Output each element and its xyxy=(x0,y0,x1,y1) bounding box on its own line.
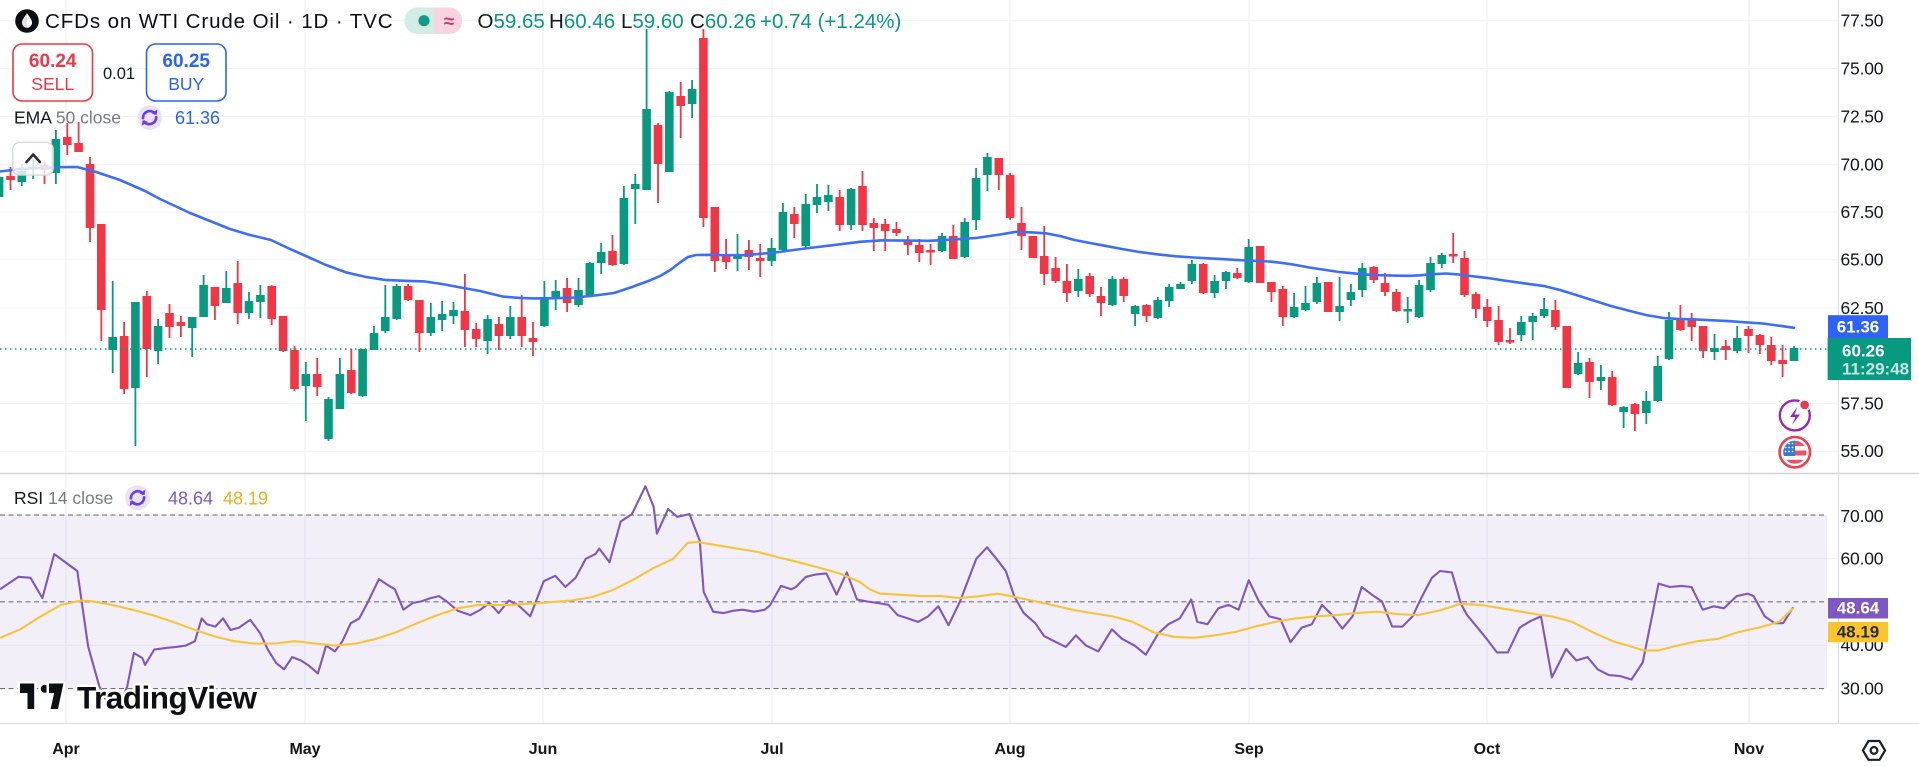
svg-text:48.19: 48.19 xyxy=(223,489,268,509)
svg-text:60.00: 60.00 xyxy=(1841,549,1884,569)
svg-text:77.50: 77.50 xyxy=(1841,11,1884,31)
svg-text:Jun: Jun xyxy=(529,741,557,758)
svg-text:Sep: Sep xyxy=(1234,741,1264,758)
svg-text:0.01: 0.01 xyxy=(103,65,135,83)
svg-text:SELL: SELL xyxy=(31,74,74,94)
svg-text:57.50: 57.50 xyxy=(1841,394,1884,414)
svg-text:C60.26: C60.26 xyxy=(690,10,756,33)
svg-text:62.50: 62.50 xyxy=(1841,298,1884,318)
svg-text:RSI 14 close: RSI 14 close xyxy=(14,488,113,508)
svg-text:55.00: 55.00 xyxy=(1841,441,1884,461)
svg-text:60.25: 60.25 xyxy=(162,51,210,72)
svg-text:70.00: 70.00 xyxy=(1841,506,1884,526)
svg-text:11:29:48: 11:29:48 xyxy=(1842,360,1909,379)
svg-text:TradingView: TradingView xyxy=(77,680,257,716)
svg-text:May: May xyxy=(289,741,320,758)
svg-text:EMA 50 close: EMA 50 close xyxy=(14,108,121,128)
svg-text:75.00: 75.00 xyxy=(1841,59,1884,79)
svg-text:Oct: Oct xyxy=(1474,741,1501,758)
svg-text:30.00: 30.00 xyxy=(1841,679,1884,699)
svg-text:65.00: 65.00 xyxy=(1841,250,1884,270)
svg-text:+0.74 (+1.24%): +0.74 (+1.24%) xyxy=(760,10,901,33)
svg-text:O59.65: O59.65 xyxy=(478,10,545,33)
svg-text:72.50: 72.50 xyxy=(1841,106,1884,126)
svg-text:CFDs on WTI Crude Oil · 1D · T: CFDs on WTI Crude Oil · 1D · TVC xyxy=(45,10,394,33)
svg-text:60.26: 60.26 xyxy=(1842,342,1885,361)
svg-text:48.64: 48.64 xyxy=(1837,599,1880,618)
svg-text:BUY: BUY xyxy=(168,74,204,94)
svg-text:61.36: 61.36 xyxy=(175,108,220,128)
svg-text:61.36: 61.36 xyxy=(1837,318,1880,337)
svg-text:Nov: Nov xyxy=(1734,741,1764,758)
svg-text:60.24: 60.24 xyxy=(29,51,77,72)
svg-text:Apr: Apr xyxy=(52,741,80,758)
svg-text:L59.60: L59.60 xyxy=(621,10,684,33)
svg-text:Jul: Jul xyxy=(760,741,783,758)
svg-text:48.19: 48.19 xyxy=(1837,622,1880,641)
svg-text:Aug: Aug xyxy=(994,741,1025,758)
svg-text:70.00: 70.00 xyxy=(1841,155,1884,175)
svg-text:48.64: 48.64 xyxy=(168,489,213,509)
svg-text:≈: ≈ xyxy=(444,12,455,33)
svg-text:67.50: 67.50 xyxy=(1841,202,1884,222)
svg-text:H60.46: H60.46 xyxy=(549,10,615,33)
